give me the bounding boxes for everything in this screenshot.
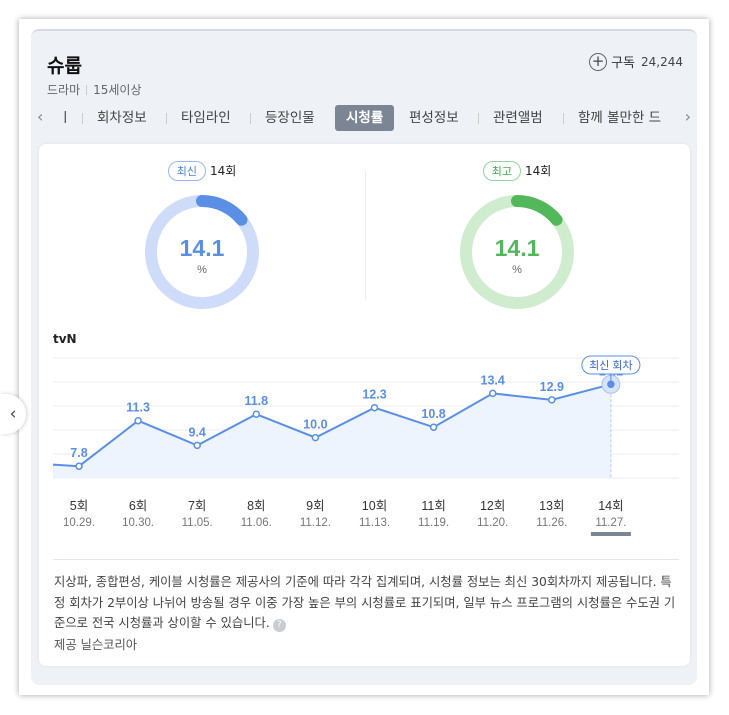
genre-label: 드라마 (47, 83, 81, 97)
x-tick-label: 5회 (70, 499, 88, 513)
chevron-right-icon[interactable]: › (684, 107, 691, 126)
tab-divider (166, 113, 167, 124)
ratings-line-chart: 7.8 5회 10.29. 11.3 6회 10.30. 9.4 7회 11.05. 11.8 8회… (52, 355, 679, 536)
age-rating: 15세이상 (93, 83, 142, 97)
tab-ratings[interactable]: 시청률 (335, 105, 395, 131)
x-date-label: 10.30. (122, 517, 154, 529)
latest-tag-label: 최신 회차 (589, 359, 633, 372)
latest-tag-box (581, 355, 641, 375)
highest-gauge-unit: % (512, 264, 522, 276)
latest-gauge-ring: 14.1 % (145, 195, 259, 309)
x-date-label: 11.19. (418, 517, 449, 529)
highest-badge: 최고 (482, 161, 521, 181)
plus-icon: + (589, 52, 608, 71)
help-icon[interactable]: ? (272, 619, 286, 632)
data-label: 12.3 (362, 388, 386, 402)
tab-related-album[interactable]: 관련앨범 (493, 110, 543, 126)
x-tick-label: 6회 (129, 499, 147, 513)
tab-recommended[interactable]: 함께 볼만한 드 (578, 110, 662, 126)
station-label: tvN (53, 332, 77, 346)
tab-divider (82, 113, 83, 124)
tab-divider (563, 113, 564, 124)
program-meta: 드라마 15세이상 (47, 81, 142, 98)
ratings-notice-text: 지상파, 종합편성, 케이블 시청률은 제공사의 기준에 따라 각각 집계되며,… (54, 575, 676, 630)
highest-rating-gauge: 최고 14회 14.1 % (359, 144, 675, 319)
chart-bottom-rule (53, 559, 679, 560)
chart-point (607, 380, 615, 389)
x-date-label: 11.05. (182, 517, 213, 529)
x-date-label: 10.29. (63, 517, 95, 529)
chart-area-fill (53, 384, 611, 478)
tab-prev-partial[interactable]: ㅣ (59, 110, 72, 126)
latest-episode: 14회 (209, 164, 237, 178)
x-tick-label: 7회 (188, 499, 206, 513)
data-label: 11.3 (126, 401, 150, 415)
chart-point (134, 416, 142, 425)
tab-cast[interactable]: 등장인물 (265, 110, 315, 126)
chart-point (370, 403, 379, 412)
meta-divider (86, 85, 88, 95)
x-date-label: 11.20. (477, 517, 508, 529)
highest-gauge-ring: 14.1 % (460, 195, 574, 309)
x-date-label: 11.06. (241, 517, 272, 529)
highest-header: 최고 14회 (359, 161, 675, 181)
tab-schedule[interactable]: 편성정보 (409, 110, 459, 126)
latest-gauge-value: 14.1 (180, 235, 225, 261)
latest-header: 최신 14회 (44, 161, 360, 181)
chevron-left-icon[interactable]: ‹ (37, 107, 44, 126)
chart-point (311, 433, 320, 442)
chart-point (429, 423, 438, 431)
x-date-label: 11.26. (536, 517, 567, 529)
chart-point (193, 441, 201, 450)
x-tick-label: 9회 (306, 499, 324, 513)
chart-point (252, 410, 261, 418)
data-provider: 제공 닐슨코리아 (54, 638, 138, 652)
chart-point (75, 462, 83, 470)
x-date-label: 11.12. (300, 517, 331, 529)
program-card: 슈룹 드라마 15세이상 + 구독 24,244 ‹ ㅣ 회차정보 타임라인 등장… (31, 29, 697, 685)
program-title[interactable]: 슈룹 (47, 55, 82, 77)
latest-badge: 최신 (167, 161, 206, 181)
data-label: 9.4 (189, 425, 206, 439)
latest-gauge-arc (196, 195, 248, 226)
tab-bar: ‹ ㅣ 회차정보 타임라인 등장인물 시청률 편성정보 관련앨범 함께 볼만한 … (31, 103, 697, 133)
x-date-label: 11.27. (595, 517, 626, 529)
tab-divider (250, 113, 251, 124)
highest-gauge-arc (511, 195, 563, 226)
chart-point (548, 396, 556, 404)
data-label: 12.9 (540, 380, 564, 394)
data-label: 10.0 (303, 418, 327, 432)
subscriber-count: 24,244 (641, 54, 683, 69)
subscribe-label: 구독 (611, 56, 635, 71)
latest-rating-gauge: 최신 14회 14.1 % (44, 144, 360, 319)
x-tick-label: 14회 (598, 499, 623, 513)
tab-divider (478, 113, 479, 124)
latest-episode-marker (590, 532, 631, 536)
data-label: 13.4 (481, 373, 505, 387)
ratings-notice: 지상파, 종합편성, 케이블 시청률은 제공사의 기준에 따라 각각 집계되며,… (54, 572, 679, 634)
subscribe-button[interactable]: + 구독 24,244 (589, 52, 683, 71)
data-label: 10.8 (421, 407, 445, 421)
x-tick-label: 13회 (539, 499, 564, 513)
ratings-panel: 최신 14회 14.1 % 최고 14회 14.1 % (39, 144, 690, 666)
chart-point (488, 389, 497, 398)
highest-gauge-value: 14.1 (495, 235, 540, 261)
highest-episode: 14회 (524, 164, 552, 178)
x-tick-label: 8회 (247, 499, 265, 513)
latest-gauge-unit: % (197, 264, 207, 276)
tab-timeline[interactable]: 타임라인 (181, 110, 231, 126)
x-date-label: 11.13. (359, 517, 390, 529)
data-label: 11.8 (244, 394, 268, 408)
x-tick-label: 12회 (480, 499, 505, 513)
content-frame: 슈룹 드라마 15세이상 + 구독 24,244 ‹ ㅣ 회차정보 타임라인 등장… (19, 19, 709, 695)
x-tick-label: 11회 (421, 499, 445, 513)
data-label: 7.8 (70, 446, 87, 460)
gauge-divider (365, 170, 366, 300)
x-tick-label: 10회 (362, 499, 387, 513)
tab-episode-info[interactable]: 회차정보 (97, 110, 147, 126)
